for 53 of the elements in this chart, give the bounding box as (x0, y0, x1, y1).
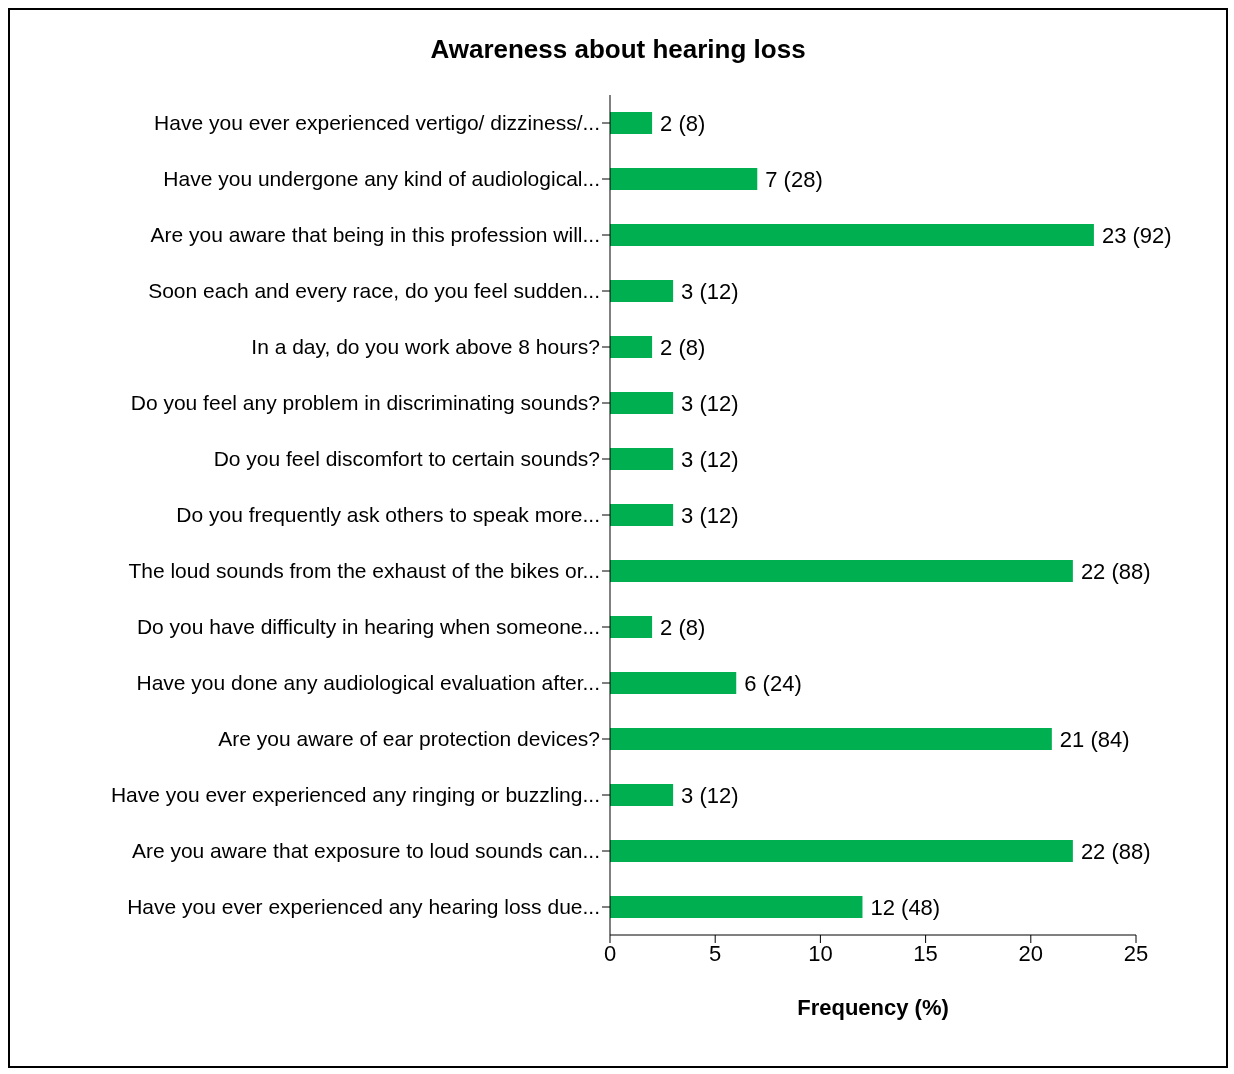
data-label: 3 (12) (681, 446, 739, 472)
x-tick-label: 0 (603, 940, 617, 966)
y-tick-label: Do you have difficulty in hearing when someone... (136, 615, 600, 639)
data-label: 3 (12) (681, 278, 739, 304)
x-tick-label: 10 (808, 940, 833, 966)
x-tick-label: 25 (1123, 940, 1149, 966)
y-tick-label: Do you frequently ask others to speak more... (176, 503, 600, 527)
x-tick-label: 20 (1018, 940, 1044, 966)
data-label: 22 (88) (1080, 558, 1151, 584)
bar (610, 168, 758, 190)
data-label: 2 (8) (660, 110, 706, 136)
bar (610, 728, 1052, 750)
y-tick-label: The loud sounds from the exhaust of the bikes or... (128, 559, 600, 583)
y-tick-label: Do you feel discomfort to certain sounds? (213, 447, 600, 471)
bar (610, 896, 863, 918)
data-label: 6 (24) (744, 670, 802, 696)
data-label: 21 (84) (1059, 726, 1130, 752)
bar (610, 336, 653, 358)
data-label: 7 (28) (765, 166, 823, 192)
data-label: 2 (8) (660, 334, 706, 360)
y-tick-label: Have you undergone any kind of audiological... (163, 167, 600, 191)
data-label: 12 (48) (870, 894, 941, 920)
chart-title: Awareness about hearing loss (429, 34, 807, 65)
bar (610, 616, 653, 638)
x-axis-title: Frequency (%) (797, 995, 949, 1020)
bar (610, 504, 674, 526)
data-label: 23 (92) (1101, 222, 1172, 248)
y-tick-label: Have you ever experienced vertigo/ dizziness/... (154, 111, 600, 135)
data-label: 3 (12) (681, 390, 739, 416)
bar (610, 392, 674, 414)
bar (610, 448, 674, 470)
y-tick-label: Have you done any audiological evaluation after... (136, 671, 600, 695)
bar (610, 224, 1094, 246)
bar (610, 112, 653, 134)
data-label: 3 (12) (681, 782, 739, 808)
bar (610, 840, 1073, 862)
y-tick-label: Soon each and every race, do you feel sudden... (148, 279, 600, 303)
data-label: 22 (88) (1080, 838, 1151, 864)
y-tick-label: Do you feel any problem in discriminating sounds? (130, 391, 600, 415)
bar (610, 784, 674, 806)
y-tick-label: Are you aware that being in this profession will... (150, 223, 600, 247)
y-tick-label: Have you ever experienced any ringing or buzzling... (110, 783, 600, 807)
y-tick-label: In a day, do you work above 8 hours? (251, 335, 600, 359)
y-tick-label: Are you aware that exposure to loud sounds can... (131, 839, 600, 863)
y-tick-label: Are you aware of ear protection devices? (218, 727, 600, 751)
x-tick-label: 5 (709, 940, 722, 966)
bar (610, 280, 674, 302)
y-tick-label: Have you ever experienced any hearing loss due... (127, 895, 600, 919)
bar (610, 560, 1073, 582)
x-tick-label: 15 (913, 940, 938, 966)
data-label: 3 (12) (681, 502, 739, 528)
bar (610, 672, 737, 694)
data-label: 2 (8) (660, 614, 706, 640)
